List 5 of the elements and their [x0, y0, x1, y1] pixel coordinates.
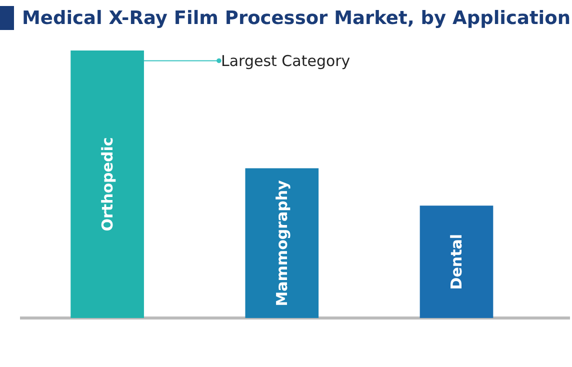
x-tick-label: Mammography: [272, 180, 291, 306]
chart-title: Medical X-Ray Film Processor Market, by Application: [22, 8, 571, 28]
x-tick-label: Orthopedic: [98, 137, 116, 232]
x-tick-label: Dental: [448, 234, 466, 290]
annotation: Largest Category: [221, 52, 350, 70]
